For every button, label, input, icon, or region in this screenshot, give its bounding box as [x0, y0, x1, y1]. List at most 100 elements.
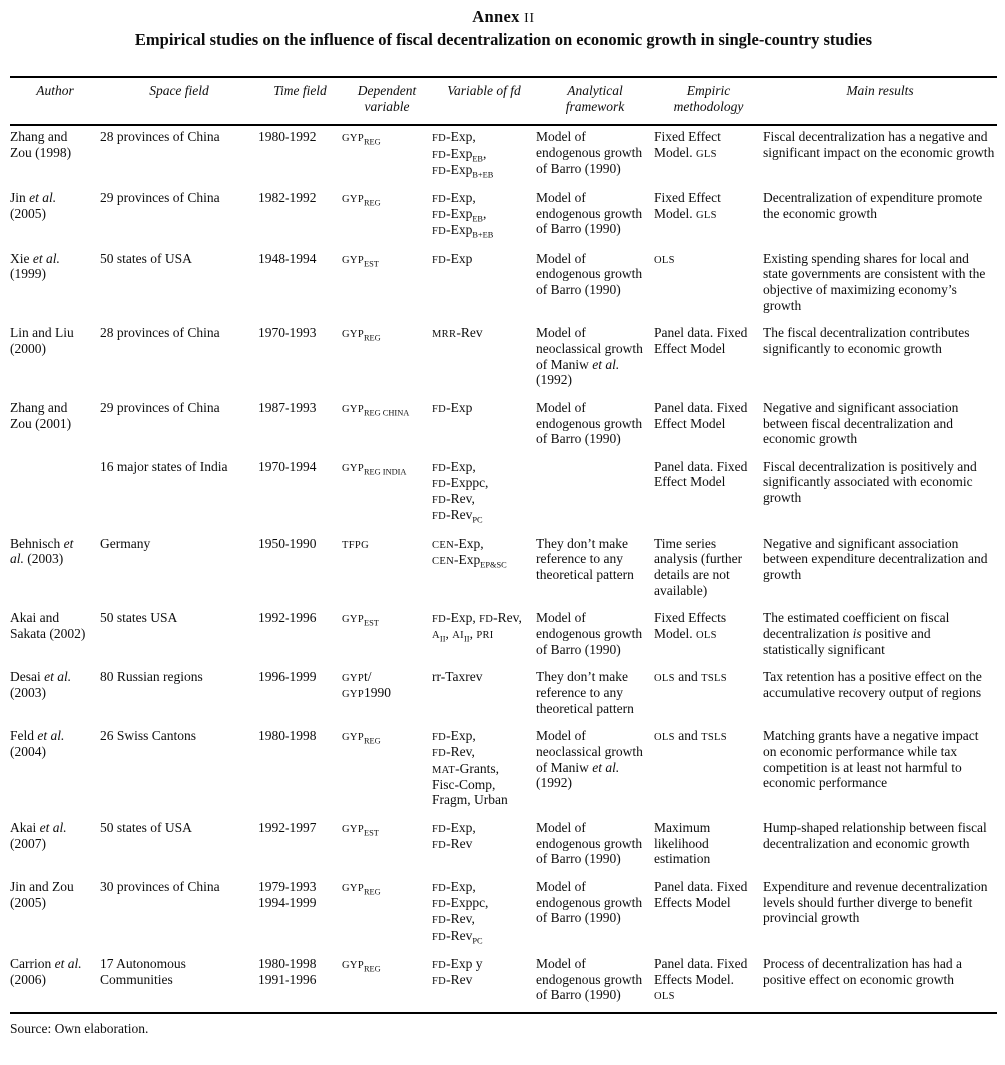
cell-empiric-methodology: Time series analysis (further details ar… [654, 535, 743, 598]
cell-time-field: 1987-1993 [258, 399, 317, 415]
cell-dependent-variable: TFPG [342, 539, 369, 551]
cell-space-field: 50 states of USA [100, 820, 192, 836]
table-row: Akai and Sakata (2002) 50 states USA 199… [10, 607, 997, 666]
cell-variable-of-fd: FD-Exp, FD-Rev [432, 820, 476, 852]
table-row: Behnisch et al. (2003) Germany 1950-1990… [10, 533, 997, 608]
col-header-analytical-framework: Analytical framework [565, 83, 625, 115]
source-note: Source: Own elaboration. [10, 1021, 149, 1037]
cell-time-field: 1970-1993 [258, 325, 317, 341]
cell-time-field: 1980-1998 1991-1996 [258, 955, 317, 987]
cell-analytical-framework: Model of endogenous growth of Barro (199… [536, 399, 643, 447]
cell-main-results: Negative and significant association bet… [763, 535, 988, 582]
cell-main-results: Decentralization of expenditure promote … [763, 189, 983, 221]
cell-analytical-framework: Model of endogenous growth of Barro (199… [536, 820, 643, 867]
cell-main-results: Fiscal decentralization is positively an… [763, 458, 977, 506]
document-page: Annex II Empirical studies on the influe… [10, 7, 997, 1037]
cell-analytical-framework: Model of neoclassical growth of Maniw et… [536, 325, 643, 388]
cell-analytical-framework: Model of endogenous growth of Barro (199… [536, 610, 643, 657]
cell-author: Feld et al. (2004) [10, 728, 65, 759]
col-header-space-field: Space field [149, 83, 209, 98]
cell-dependent-variable: GYPREG [342, 732, 381, 746]
cell-main-results: Hump-shaped relationship between fiscal … [763, 820, 987, 851]
cell-author: Zhang and Zou (1998) [10, 129, 72, 161]
cell-space-field: 50 states USA [100, 610, 178, 626]
cell-dependent-variable: GYPREG INDIA [342, 462, 407, 477]
cell-time-field: 1982-1992 [258, 189, 317, 205]
cell-analytical-framework [536, 456, 654, 533]
cell-time-field: 1996-1999 [258, 669, 317, 685]
table-row: Jin et al. (2005) 29 provinces of China … [10, 187, 997, 248]
cell-author: Carrion et al. (2006) [10, 955, 82, 987]
cell-author: Jin and Zou (2005) [10, 879, 74, 910]
cell-variable-of-fd: FD-Exp, FD-Exppc, FD-Rev, FD-RevPC [432, 879, 489, 946]
cell-empiric-methodology: OLS and TSLS [654, 669, 727, 685]
cell-variable-of-fd: MRR-Rev [432, 325, 483, 341]
cell-space-field: 16 major states of India [100, 458, 228, 474]
cell-dependent-variable: GYPEST [342, 824, 379, 838]
cell-empiric-methodology: OLS [654, 254, 675, 266]
cell-space-field: 29 provinces of China [100, 399, 220, 415]
cell-empiric-methodology: Panel data. Fixed Effect Model [654, 458, 748, 490]
cell-variable-of-fd: FD-Exp [432, 399, 473, 415]
cell-space-field: 50 states of USA [100, 250, 192, 266]
cell-author: Zhang and Zou (2001) [10, 399, 72, 431]
cell-variable-of-fd: CEN-Exp, CEN-ExpEP&SC [432, 535, 507, 570]
cell-space-field: 28 provinces of China [100, 129, 220, 145]
cell-empiric-methodology: Panel data. Fixed Effect Model [654, 325, 748, 356]
cell-empiric-methodology: OLS and TSLS [654, 728, 727, 744]
cell-dependent-variable: GYPREG [342, 883, 381, 897]
cell-author: Behnisch et al. (2003) [10, 535, 74, 567]
cell-dependent-variable: GYPREG [342, 193, 381, 208]
col-header-variable-of-fd: Variable of fd [447, 83, 521, 98]
cell-analytical-framework: They don’t make reference to any theoret… [536, 669, 634, 716]
cell-time-field: 1980-1992 [258, 129, 317, 145]
table-row: Zhang and Zou (1998) 28 provinces of Chi… [10, 125, 997, 187]
table-row: Zhang and Zou (2001) 29 provinces of Chi… [10, 397, 997, 456]
cell-analytical-framework: They don’t make reference to any theoret… [536, 535, 634, 582]
table-row: Xie et al. (1999) 50 states of USA 1948-… [10, 248, 997, 323]
cell-main-results: Negative and significant association bet… [763, 399, 959, 447]
cell-main-results: Process of decentralization has had a po… [763, 955, 963, 987]
cell-time-field: 1980-1998 [258, 728, 317, 744]
cell-space-field: 26 Swiss Cantons [100, 728, 197, 744]
cell-main-results: Tax retention has a positive effect on t… [763, 669, 982, 700]
cell-empiric-methodology: Panel data. Fixed Effects Model [654, 879, 748, 910]
cell-author: Jin et al. (2005) [10, 189, 57, 221]
cell-space-field: 80 Russian regions [100, 669, 203, 685]
table-row: Feld et al. (2004) 26 Swiss Cantons 1980… [10, 725, 997, 817]
cell-space-field: 28 provinces of China [100, 325, 220, 341]
studies-table: Author Space field Time field Dependent … [10, 76, 997, 1014]
cell-dependent-variable: GYPEST [342, 254, 379, 269]
cell-variable-of-fd: FD-Exp [432, 250, 473, 266]
cell-empiric-methodology: Fixed Effect Model. GLS [654, 129, 721, 161]
cell-main-results: Matching grants have a negative impact o… [763, 728, 979, 791]
table-row: Desai et al. (2003) 80 Russian regions 1… [10, 666, 997, 725]
cell-variable-of-fd: FD-Exp, FD-Exppc, FD-Rev, FD-RevPC [432, 458, 489, 526]
table-body: Zhang and Zou (1998) 28 provinces of Chi… [10, 125, 997, 1014]
cell-analytical-framework: Model of neoclassical growth of Maniw et… [536, 728, 643, 791]
table-row: Akai et al. (2007) 50 states of USA 1992… [10, 817, 997, 876]
cell-author: Xie et al. (1999) [10, 250, 60, 282]
cell-variable-of-fd: FD-Exp y FD-Rev [432, 955, 483, 988]
cell-space-field: 30 provinces of China [100, 879, 220, 895]
cell-main-results: Expenditure and revenue decentralization… [763, 879, 988, 926]
cell-variable-of-fd: FD-Exp, FD-Rev, AII, AIII, PRI [432, 610, 522, 645]
page-title: Annex II [10, 7, 997, 27]
cell-time-field: 1979-1993 1994-1999 [258, 879, 317, 910]
cell-author [10, 456, 100, 533]
cell-empiric-methodology: Fixed Effects Model. OLS [654, 610, 727, 641]
cell-main-results: Fiscal decentralization has a negative a… [763, 129, 995, 161]
col-header-time-field: Time field [273, 83, 327, 98]
col-header-dependent-variable: Dependent variable [357, 83, 417, 115]
cell-empiric-methodology: Panel data. Fixed Effects Model. OLS [654, 955, 748, 1003]
cell-time-field: 1970-1994 [258, 458, 317, 474]
cell-empiric-methodology: Fixed Effect Model. GLS [654, 189, 721, 221]
table-row: Carrion et al. (2006) 17 Autonomous Comm… [10, 953, 997, 1014]
cell-variable-of-fd: FD-Exp, FD-ExpEB, FD-ExpB+EB [432, 129, 494, 180]
cell-variable-of-fd: rr-Taxrev [432, 669, 483, 685]
cell-empiric-methodology: Maximum likelihood estimation [654, 820, 711, 867]
col-header-author: Author [36, 83, 74, 98]
cell-time-field: 1950-1990 [258, 535, 317, 551]
cell-space-field: 17 Autonomous Communities [100, 955, 186, 987]
cell-analytical-framework: Model of endogenous growth of Barro (199… [536, 955, 643, 1003]
